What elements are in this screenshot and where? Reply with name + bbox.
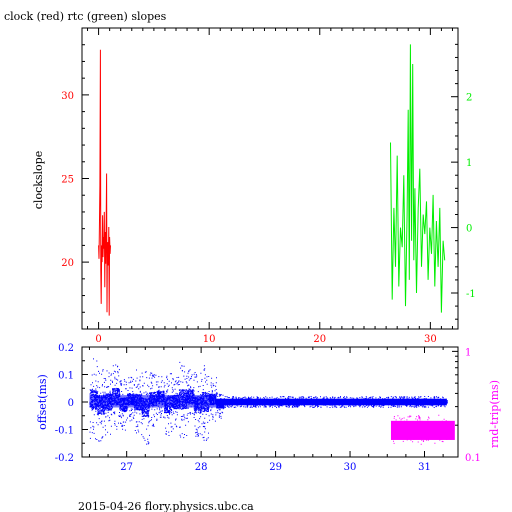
bottom-x-tick-label: 28 — [195, 462, 208, 473]
top-y-tick-label: 25 — [61, 175, 74, 186]
bottom-x-tick-label: 30 — [344, 462, 357, 473]
top-x-tick-label: 30 — [424, 334, 437, 345]
top-y-tick-label: 20 — [61, 258, 74, 269]
footer-stamp: 2015-04-26 flory.physics.ubc.ca — [78, 500, 254, 512]
bottom-axes-layer: 27 28 29 30 31 -0.2 -0.1 0 0.1 0.2 0.1 1 — [55, 343, 481, 473]
bottom-y-tick-label: 0.2 — [58, 343, 74, 354]
top-y2-tick-label: 2 — [466, 93, 472, 104]
top-x-tick-label: 10 — [203, 334, 216, 345]
rndtrip-points — [391, 414, 448, 445]
clock-slope-line — [98, 49, 111, 316]
offset-dense-band-early — [89, 395, 217, 408]
top-series-layer — [98, 44, 446, 316]
top-y2-tick-label: 1 — [466, 158, 472, 169]
top-y2-tick-label: -1 — [466, 289, 476, 300]
bottom-x-tick-label: 27 — [120, 462, 133, 473]
top-plot-frame — [81, 27, 459, 330]
bottom-x-tick-label: 31 — [418, 462, 431, 473]
bottom-y2-tick-label: 0.1 — [465, 453, 481, 464]
bottom-y-tick-label: -0.2 — [55, 453, 74, 464]
offset-dense-band — [216, 398, 447, 406]
top-x-tick-label: 20 — [313, 334, 326, 345]
bottom-y-tick-label: 0.1 — [58, 371, 74, 382]
top-axes-layer: 0 10 20 30 20 25 30 -1 0 1 2 — [61, 28, 476, 345]
chart-title: clock (red) rtc (green) slopes — [4, 10, 167, 23]
bottom-y-tick-label: 0 — [68, 398, 74, 409]
bottom-y-tick-label: -0.1 — [55, 426, 74, 437]
bottom-x-tick-label: 29 — [269, 462, 282, 473]
top-y-tick-label: 30 — [61, 91, 74, 102]
top-x-tick-label: 0 — [95, 334, 101, 345]
bottom-y2-tick-label: 1 — [465, 347, 471, 358]
rtc-slope-line — [390, 44, 446, 313]
bottom-series-layer — [89, 358, 455, 445]
top-y2-tick-label: 0 — [466, 224, 472, 235]
bottom-ylabel: offset(ms) — [36, 374, 49, 430]
bottom-y2label: rnd-trip(ms) — [488, 380, 501, 448]
top-ylabel: clockslope — [32, 151, 45, 209]
